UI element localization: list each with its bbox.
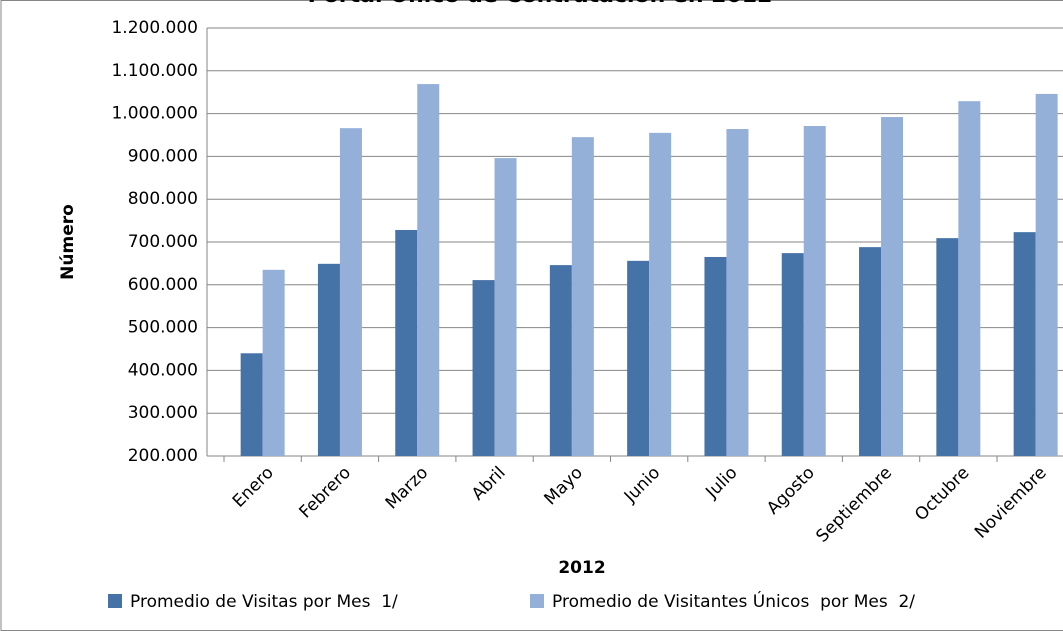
bar [1035, 93, 1058, 457]
bar [726, 129, 749, 456]
x-tick-label: Enero [229, 463, 278, 512]
bar [339, 128, 362, 457]
legend-swatch [530, 594, 544, 608]
bar [240, 353, 263, 456]
bar [472, 280, 495, 456]
bar [958, 101, 981, 457]
bar [549, 265, 572, 456]
bar [803, 126, 826, 457]
bar [494, 158, 517, 456]
x-tick-label: Septiembre [812, 463, 896, 547]
y-tick-label: 900.000 [128, 146, 198, 166]
x-tick-label: Agosto [763, 463, 819, 519]
x-tick-label: Marzo [382, 463, 432, 513]
y-tick-label: 500.000 [128, 318, 198, 338]
bar [649, 132, 672, 457]
bar [936, 238, 959, 456]
bar [417, 84, 440, 457]
x-tick-label: Mayo [541, 463, 587, 509]
x-tick-label: Junio [620, 463, 664, 507]
bar [262, 269, 285, 456]
y-tick-label: 200.000 [128, 446, 198, 466]
y-tick-label: 1.100.000 [111, 61, 198, 81]
bar [571, 137, 594, 456]
chart-title: Portal Único de Contratación en 2012 [308, 0, 773, 8]
bar [859, 247, 882, 456]
legend-label: Promedio de Visitas por Mes 1/ [130, 592, 398, 612]
bar [881, 117, 904, 457]
legend-swatch [108, 594, 122, 608]
bar [627, 260, 650, 456]
x-axis-title: 2012 [558, 558, 605, 578]
y-tick-label: 600.000 [128, 275, 198, 295]
bar [317, 263, 340, 456]
bar [781, 253, 804, 456]
bar [704, 256, 727, 456]
y-tick-label: 800.000 [128, 189, 198, 209]
bar [395, 230, 418, 456]
x-tick-label: Octubre [911, 463, 973, 525]
legend-label: Promedio de Visitantes Únicos por Mes 2/ [552, 590, 915, 612]
x-tick-label: Noviembre [971, 463, 1051, 543]
y-axis-title: Número [58, 204, 78, 280]
y-tick-label: 1.000.000 [111, 104, 198, 124]
y-tick-label: 400.000 [128, 360, 198, 380]
y-tick-label: 300.000 [128, 403, 198, 423]
bar [1013, 232, 1036, 456]
x-tick-label: Julio [701, 463, 741, 503]
y-tick-label: 700.000 [128, 232, 198, 252]
y-tick-label: 1.200.000 [111, 18, 198, 38]
x-tick-label: Abril [468, 463, 510, 505]
x-tick-label: Febrero [295, 463, 355, 523]
